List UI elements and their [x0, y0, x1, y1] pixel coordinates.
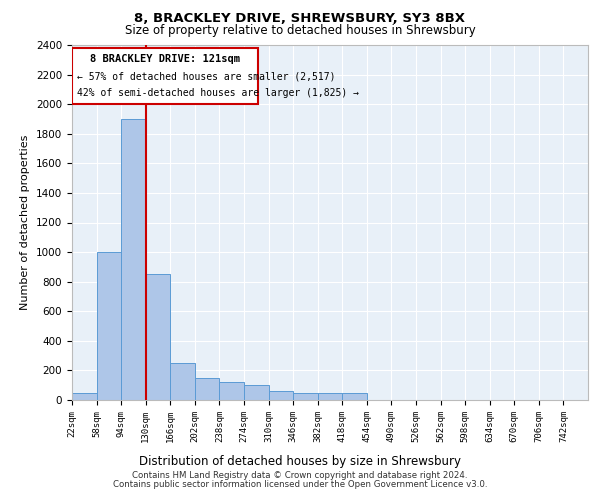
Bar [244, 385, 269, 400]
Text: ← 57% of detached houses are smaller (2,517): ← 57% of detached houses are smaller (2,… [77, 71, 336, 81]
Text: Contains HM Land Registry data © Crown copyright and database right 2024.: Contains HM Land Registry data © Crown c… [132, 471, 468, 480]
Bar [97, 252, 121, 400]
Bar [121, 119, 146, 400]
Bar [72, 48, 257, 104]
Bar [220, 382, 244, 400]
Bar [269, 391, 293, 400]
Y-axis label: Number of detached properties: Number of detached properties [20, 135, 31, 310]
Text: Contains public sector information licensed under the Open Government Licence v3: Contains public sector information licen… [113, 480, 487, 489]
Bar [342, 392, 367, 400]
Bar [72, 392, 97, 400]
Text: Distribution of detached houses by size in Shrewsbury: Distribution of detached houses by size … [139, 454, 461, 468]
Text: 42% of semi-detached houses are larger (1,825) →: 42% of semi-detached houses are larger (… [77, 88, 359, 98]
Bar [293, 392, 318, 400]
Text: 8 BRACKLEY DRIVE: 121sqm: 8 BRACKLEY DRIVE: 121sqm [90, 54, 240, 64]
Text: 8, BRACKLEY DRIVE, SHREWSBURY, SY3 8BX: 8, BRACKLEY DRIVE, SHREWSBURY, SY3 8BX [134, 12, 466, 26]
Text: Size of property relative to detached houses in Shrewsbury: Size of property relative to detached ho… [125, 24, 475, 37]
Bar [146, 274, 170, 400]
Bar [170, 363, 195, 400]
Bar [318, 392, 342, 400]
Bar [195, 378, 220, 400]
